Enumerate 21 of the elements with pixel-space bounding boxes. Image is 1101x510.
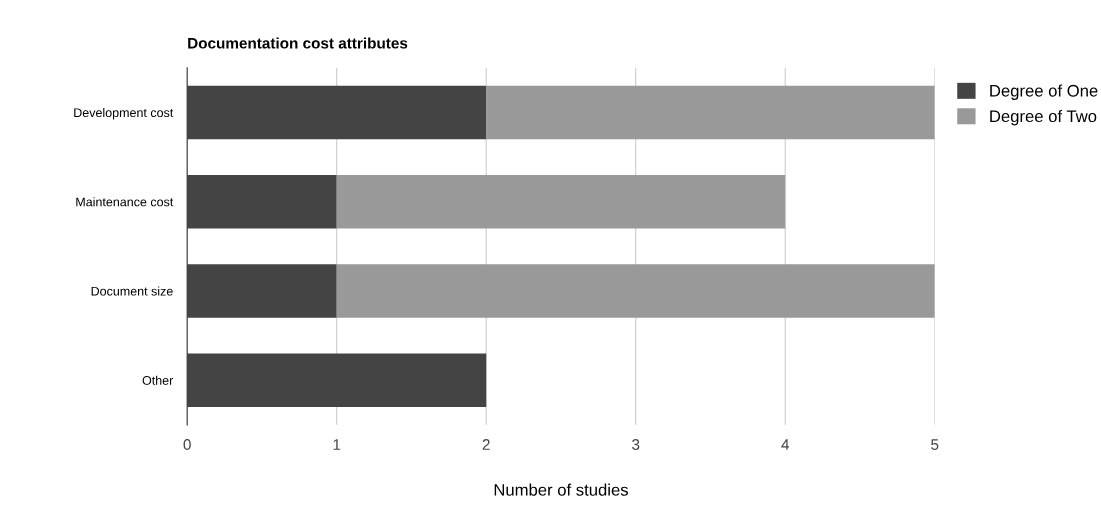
y-tick-label: Development cost bbox=[74, 107, 174, 120]
y-tick-label: Document size bbox=[91, 286, 173, 296]
bar bbox=[486, 85, 935, 140]
x-tick-label: 2 bbox=[482, 439, 490, 450]
bar bbox=[336, 264, 935, 318]
bar bbox=[187, 85, 487, 140]
bar bbox=[187, 174, 337, 229]
y-tick-label: Maintenance cost bbox=[76, 197, 174, 207]
chart-title: Documentation cost attributes bbox=[188, 37, 408, 49]
x-tick-label: 3 bbox=[632, 439, 640, 450]
bar bbox=[336, 174, 786, 229]
x-axis-title: Number of studies bbox=[494, 483, 628, 496]
bar bbox=[187, 264, 337, 318]
y-tick-label: Other bbox=[142, 375, 174, 385]
x-tick-label: 1 bbox=[333, 439, 341, 450]
bar bbox=[187, 353, 487, 407]
legend-label: Degree of Two bbox=[990, 109, 1097, 126]
legend-label: Degree of One bbox=[990, 84, 1098, 100]
x-tick-label: 4 bbox=[781, 439, 790, 450]
x-tick-label: 5 bbox=[931, 439, 939, 450]
x-tick-label: 0 bbox=[183, 439, 191, 450]
